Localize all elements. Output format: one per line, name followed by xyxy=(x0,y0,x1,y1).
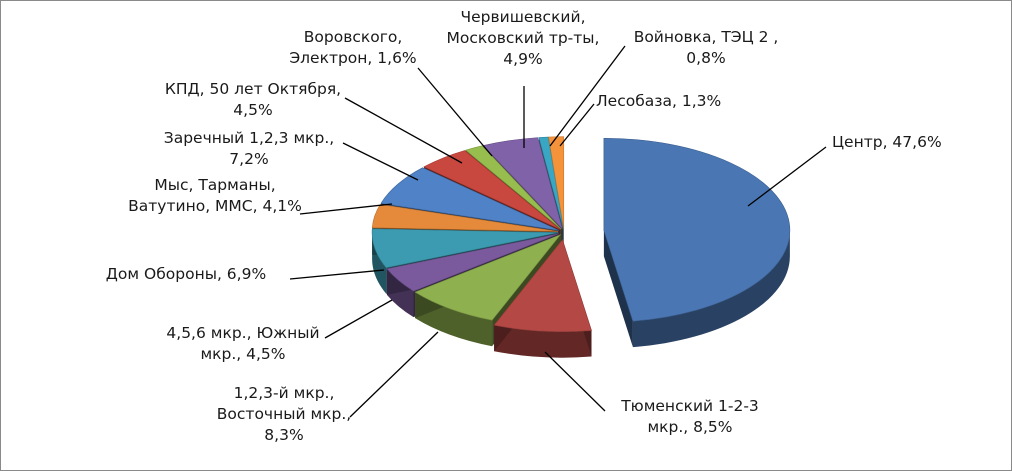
slice-label-line: мкр., 4,5% xyxy=(200,345,285,363)
pie-slice-2 xyxy=(493,239,592,332)
pie-slice-3 xyxy=(414,233,562,321)
slice-label: Червишевский, Московский тр-ты, 4,9% xyxy=(447,8,600,68)
slice-label-line: 0,8% xyxy=(686,49,725,67)
slice-label: 1,2,3-й мкр., Восточный мкр., 8,3% xyxy=(217,384,351,444)
slice-label-line: Мыс, Тарманы, xyxy=(154,176,275,194)
slice-label-line: 1,2,3-й мкр., xyxy=(234,384,335,402)
slice-label-line: Московский тр-ты, xyxy=(447,29,600,47)
slice-label-line: КПД, 50 лет Октября, xyxy=(165,80,341,98)
leader-line xyxy=(299,203,393,215)
slice-label-line: Электрон, 1,6% xyxy=(289,49,416,67)
pie-slice-7 xyxy=(380,167,559,231)
slice-label: Заречный 1,2,3 мкр., 7,2% xyxy=(164,129,334,168)
slice-label-line: Червишевский, xyxy=(460,8,585,26)
slice-label: Войновка, ТЭЦ 2 , 0,8% xyxy=(634,28,779,67)
slice-label-line: мкр., 8,5% xyxy=(647,418,732,436)
pie-slice-4 xyxy=(386,233,559,292)
slice-label-line: 4,5% xyxy=(233,101,272,119)
pie-slice-11 xyxy=(538,136,564,229)
leader-line xyxy=(747,146,827,207)
pie-slice-8 xyxy=(423,150,561,230)
slice-label: Мыс, Тарманы, Ватутино, ММС, 4,1% xyxy=(128,176,302,215)
slice-label: Тюменский 1-2-3 мкр., 8,5% xyxy=(620,397,759,436)
slice-label: 4,5,6 мкр., Южный мкр., 4,5% xyxy=(166,324,319,363)
pie-slice-side xyxy=(632,230,790,348)
pie-slice-side xyxy=(494,325,592,358)
leader-line xyxy=(289,269,385,280)
pie-slice-9 xyxy=(465,145,562,230)
slice-label-line: Заречный 1,2,3 мкр., xyxy=(164,129,334,147)
leader-line xyxy=(417,67,493,157)
leader-line xyxy=(549,45,626,147)
leader-line xyxy=(349,331,439,418)
slice-label-line: Восточный мкр., xyxy=(217,405,351,423)
slice-label-line: 8,3% xyxy=(264,426,303,444)
pie-slice-5 xyxy=(371,228,559,269)
pie-slice-1 xyxy=(603,137,791,322)
slice-label-line: Воровского, xyxy=(304,28,403,46)
slice-label-line: 7,2% xyxy=(229,150,268,168)
slice-label-line: Лесобаза, 1,3% xyxy=(596,92,721,110)
pie-slice-wall xyxy=(603,230,633,348)
leader-line xyxy=(342,142,419,181)
slice-label-line: Тюменский 1-2-3 xyxy=(620,397,759,415)
slice-label: КПД, 50 лет Октября, 4,5% xyxy=(165,80,341,119)
leader-line xyxy=(344,97,463,164)
slice-label: Дом Обороны, 6,9% xyxy=(106,265,266,283)
slice-label: Лесобаза, 1,3% xyxy=(596,92,721,110)
slice-label: Воровского, Электрон, 1,6% xyxy=(289,28,416,67)
slice-label-line: Ватутино, ММС, 4,1% xyxy=(128,197,302,215)
pie-slice-side xyxy=(372,232,387,294)
slice-label-line: 4,9% xyxy=(503,50,542,68)
slice-label-line: Дом Обороны, 6,9% xyxy=(106,265,266,283)
slice-label-line: Войновка, ТЭЦ 2 , xyxy=(634,28,779,46)
slice-label-line: Центр, 47,6% xyxy=(832,133,942,151)
leader-line xyxy=(544,351,606,412)
leader-line xyxy=(559,103,595,147)
slice-label: Центр, 47,6% xyxy=(832,133,942,151)
leader-line xyxy=(324,299,393,339)
slice-label-line: 4,5,6 мкр., Южный xyxy=(166,324,319,342)
pie-slice-6 xyxy=(371,204,559,232)
